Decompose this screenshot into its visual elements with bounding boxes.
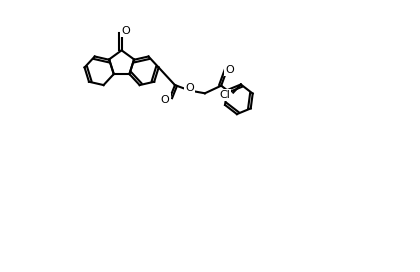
Text: O: O [121,26,130,36]
Text: O: O [186,83,194,93]
Text: Cl: Cl [219,90,230,100]
Text: O: O [161,95,170,104]
Text: O: O [226,65,234,75]
